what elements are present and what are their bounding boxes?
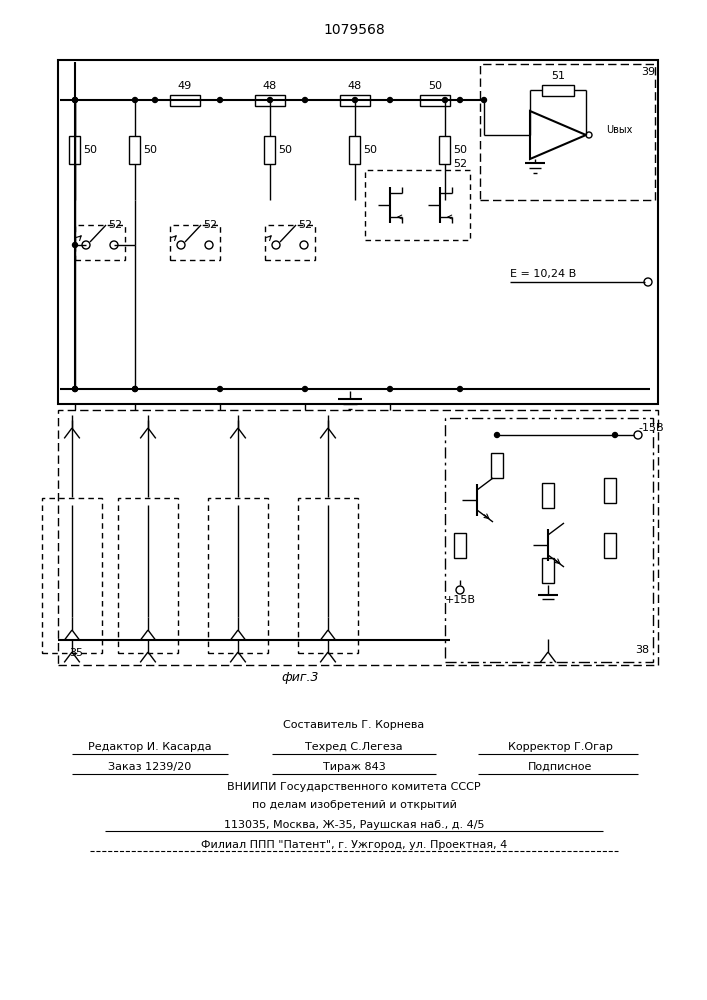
Circle shape (303, 98, 308, 103)
Text: Филиал ППП "Патент", г. Ужгород, ул. Проектная, 4: Филиал ППП "Патент", г. Ужгород, ул. Про… (201, 840, 507, 850)
Bar (365, 170, 470, 240)
Text: 50: 50 (453, 145, 467, 155)
Bar (58, 60, 658, 404)
Bar (454, 532, 466, 558)
Bar (340, 95, 370, 105)
Text: Корректор Г.Огар: Корректор Г.Огар (508, 742, 612, 752)
Bar (604, 532, 616, 558)
Bar (75, 225, 125, 260)
Circle shape (267, 98, 272, 103)
Circle shape (481, 98, 486, 103)
Text: 52: 52 (298, 220, 312, 230)
Circle shape (218, 386, 223, 391)
Text: 50: 50 (428, 81, 442, 91)
Bar (440, 136, 450, 164)
Text: по делам изобретений и открытий: по делам изобретений и открытий (252, 800, 457, 810)
Circle shape (132, 386, 137, 391)
Circle shape (387, 98, 392, 103)
Bar (265, 225, 315, 260)
Circle shape (218, 98, 223, 103)
Circle shape (457, 98, 462, 103)
Bar (42, 497, 102, 652)
Bar (491, 452, 503, 478)
Circle shape (612, 432, 617, 438)
Text: 113035, Москва, Ж-35, Раушская наб., д. 4/5: 113035, Москва, Ж-35, Раушская наб., д. … (223, 820, 484, 830)
Bar (170, 95, 200, 105)
Circle shape (73, 98, 78, 103)
Text: Uвых: Uвых (606, 125, 632, 135)
Text: Тираж 843: Тираж 843 (322, 762, 385, 772)
Text: Заказ 1239/20: Заказ 1239/20 (108, 762, 192, 772)
Text: -15В: -15В (638, 423, 664, 433)
Bar (170, 225, 220, 260)
Text: 52: 52 (108, 220, 122, 230)
Bar (129, 136, 141, 164)
Bar (298, 497, 358, 652)
Circle shape (494, 432, 500, 438)
Text: 38: 38 (635, 645, 649, 655)
Bar (69, 136, 81, 164)
Text: 39: 39 (641, 67, 655, 77)
Text: 49: 49 (178, 81, 192, 91)
Text: 48: 48 (263, 81, 277, 91)
Text: Техред С.Легеза: Техред С.Легеза (305, 742, 403, 752)
Bar (542, 558, 554, 582)
Circle shape (387, 386, 392, 391)
Circle shape (73, 386, 78, 391)
Text: ВНИИПИ Государственного комитета СССР: ВНИИПИ Государственного комитета СССР (227, 782, 481, 792)
Text: 1079568: 1079568 (323, 23, 385, 37)
Text: Составитель Г. Корнева: Составитель Г. Корнева (284, 720, 425, 730)
Text: фиг.3: фиг.3 (281, 670, 319, 684)
Text: 52: 52 (203, 220, 217, 230)
Circle shape (353, 98, 358, 103)
Circle shape (132, 98, 137, 103)
Bar (542, 85, 574, 96)
Bar (264, 136, 276, 164)
Circle shape (443, 98, 448, 103)
Circle shape (73, 98, 78, 103)
Circle shape (153, 98, 158, 103)
Bar (208, 497, 268, 652)
Bar (480, 64, 655, 200)
Text: Подписное: Подписное (528, 762, 592, 772)
Bar (118, 497, 178, 652)
Circle shape (303, 386, 308, 391)
Text: 50: 50 (363, 145, 377, 155)
Bar (255, 95, 285, 105)
Bar (604, 478, 616, 502)
Text: 50: 50 (83, 145, 97, 155)
Circle shape (73, 386, 78, 391)
Bar (420, 95, 450, 105)
Text: +15В: +15В (445, 595, 476, 605)
Text: 52: 52 (453, 159, 467, 169)
Text: 50: 50 (278, 145, 292, 155)
Text: E = 10,24 В: E = 10,24 В (510, 269, 576, 279)
Text: 35: 35 (69, 648, 83, 658)
Text: 48: 48 (348, 81, 362, 91)
Bar (349, 136, 361, 164)
Text: 50: 50 (143, 145, 157, 155)
Bar (445, 418, 653, 662)
Circle shape (457, 386, 462, 391)
Bar (542, 483, 554, 508)
Text: 51: 51 (551, 71, 565, 81)
Circle shape (132, 386, 137, 391)
Bar (58, 410, 658, 665)
Text: Редактор И. Касарда: Редактор И. Касарда (88, 742, 212, 752)
Circle shape (73, 242, 78, 247)
